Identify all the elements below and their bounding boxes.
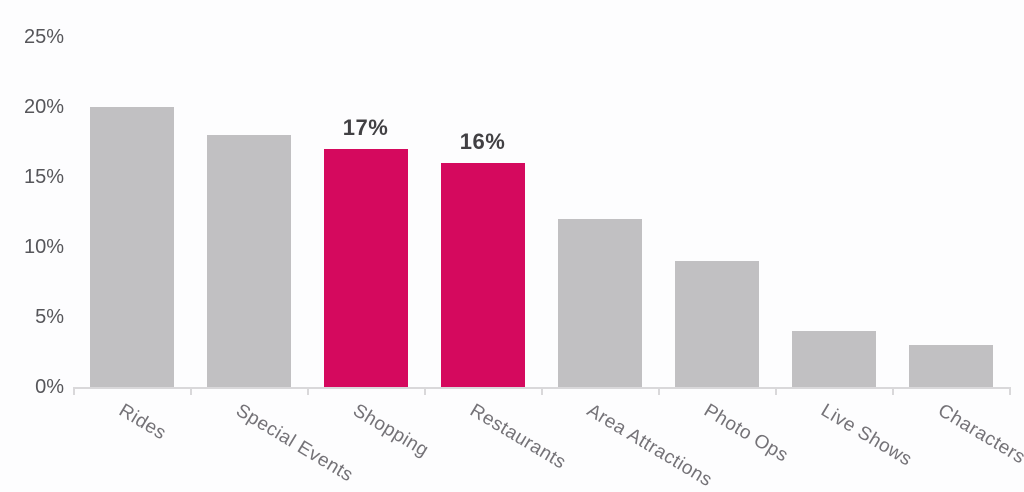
x-axis-label-special-events: Special Events: [231, 400, 357, 487]
x-axis-tick: [1009, 387, 1011, 395]
y-axis-tick-label-5: 5%: [35, 306, 64, 328]
bar-shopping: [323, 149, 408, 387]
bar-photo-ops: [674, 261, 759, 387]
x-axis-label-shopping: Shopping: [348, 400, 432, 462]
bar-special-events: [206, 135, 291, 387]
value-label-restaurants: 16%: [459, 129, 506, 154]
x-axis-label-live-shows: Live Shows: [816, 400, 916, 471]
bar-live-shows: [791, 331, 876, 387]
x-axis-tick: [190, 387, 192, 395]
bar-area-attractions: [557, 219, 642, 387]
bar-characters: [908, 345, 993, 387]
x-axis-tick: [73, 387, 75, 395]
x-axis-tick: [775, 387, 777, 395]
x-axis-tick: [424, 387, 426, 395]
x-axis-tick: [658, 387, 660, 395]
value-label-shopping: 17%: [342, 115, 389, 140]
y-axis-tick-label-20: 20%: [23, 96, 64, 118]
y-axis-tick-label-10: 10%: [23, 236, 64, 258]
y-axis-tick-label-15: 15%: [23, 166, 64, 188]
y-axis-tick-label-25: 25%: [23, 26, 64, 48]
y-axis-tick-label-0: 0%: [35, 376, 64, 398]
x-axis-label-restaurants: Restaurants: [465, 400, 570, 474]
x-axis-label-area-attractions: Area Attractions: [582, 400, 716, 492]
bar-restaurants: [440, 163, 525, 387]
x-axis-label-characters: Characters: [933, 400, 1024, 469]
bar-rides: [89, 107, 174, 387]
x-axis-label-rides: Rides: [114, 400, 170, 445]
x-axis-tick: [541, 387, 543, 395]
x-axis-label-photo-ops: Photo Ops: [699, 400, 792, 467]
x-axis-tick: [892, 387, 894, 395]
x-axis-tick: [307, 387, 309, 395]
